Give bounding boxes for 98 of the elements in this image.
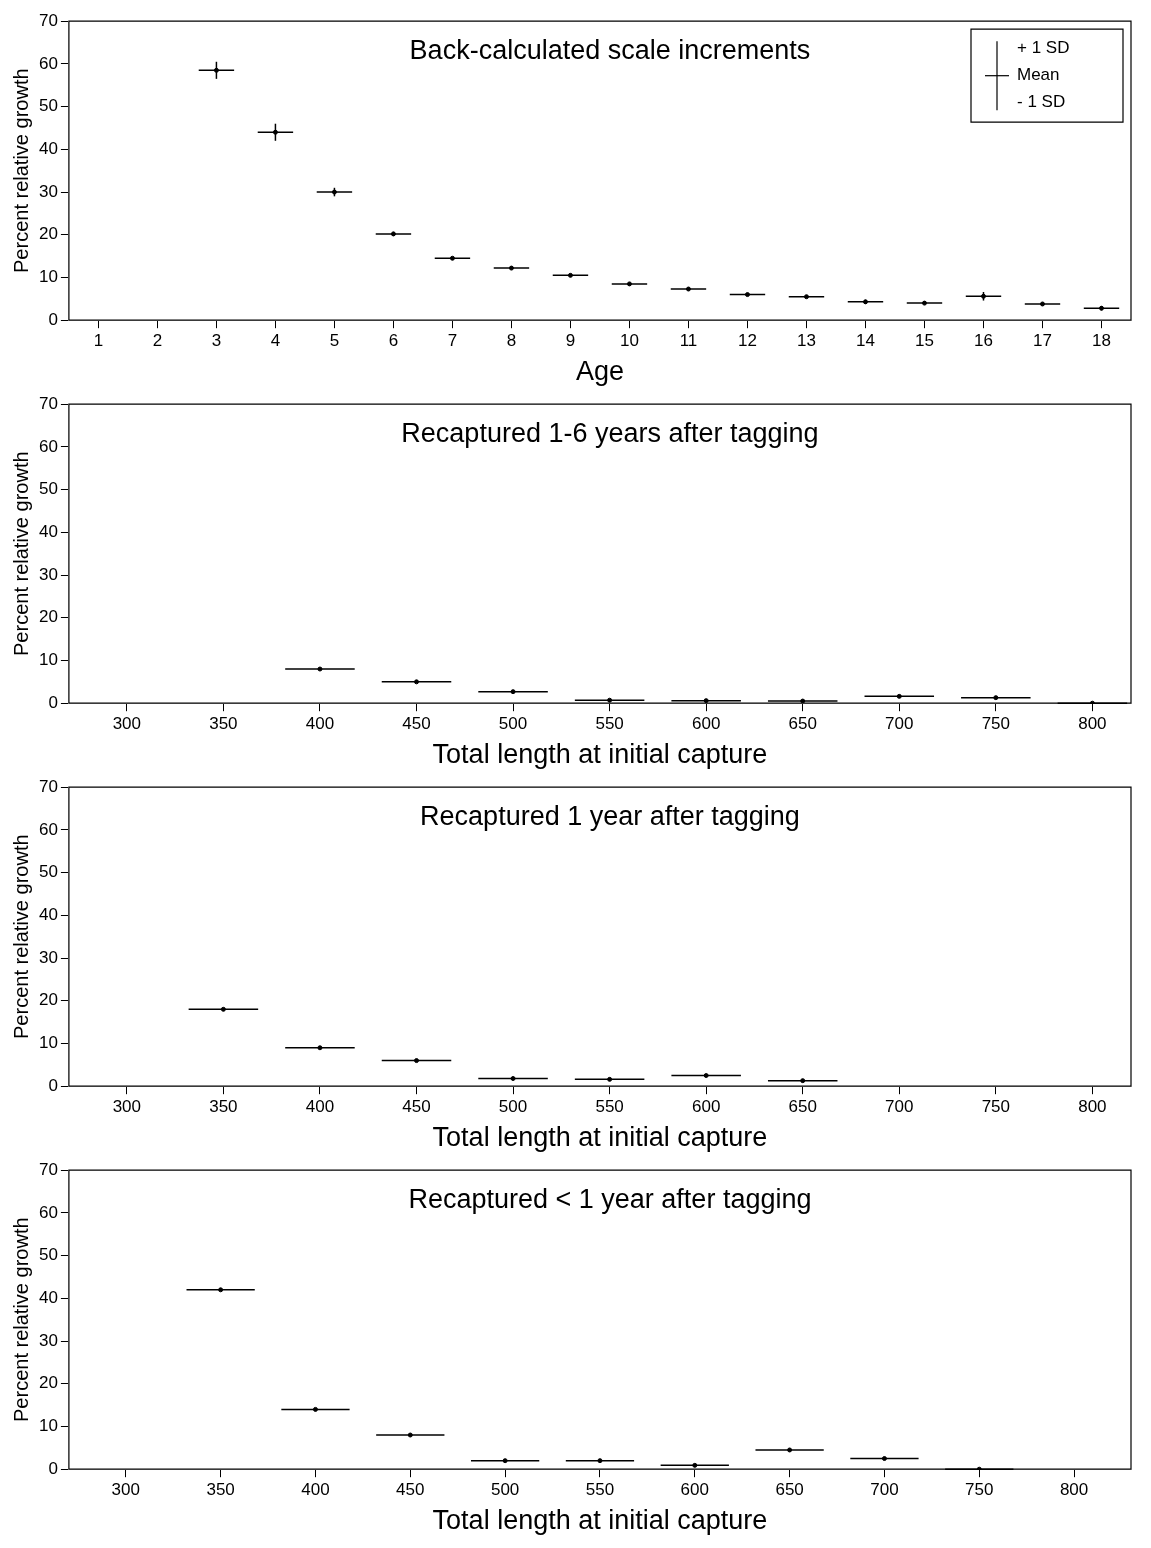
annotation: Mean xyxy=(1017,65,1060,85)
x-tick-label: 5 xyxy=(329,331,340,351)
x-tick-label: 350 xyxy=(206,1480,235,1500)
x-tick-label: 550 xyxy=(595,714,624,734)
y-tick-label: 0 xyxy=(48,1075,58,1095)
x-tick-label: 450 xyxy=(396,1480,425,1500)
y-tick-label: 20 xyxy=(38,607,58,627)
y-tick-label: 30 xyxy=(38,181,58,201)
text: Recaptured 1-6 years after tagging xyxy=(401,417,819,448)
y-tick-label: 70 xyxy=(38,1159,58,1179)
y-tick-label: 60 xyxy=(38,819,58,839)
x-tick-label: 600 xyxy=(680,1480,709,1500)
x-tick-label: 2 xyxy=(152,331,163,351)
text: Recaptured < 1 year after tagging xyxy=(408,1183,812,1214)
x-tick-label: 15 xyxy=(915,331,934,351)
y-axis-title: Percent relative growth xyxy=(9,1217,32,1422)
y-tick-label: 10 xyxy=(38,267,58,287)
x-tick-label: 300 xyxy=(112,714,142,734)
x-tick-label: 13 xyxy=(797,331,816,351)
x-tick-label: 9 xyxy=(565,331,576,351)
x-tick-label: 400 xyxy=(305,1097,335,1117)
y-tick-label: 70 xyxy=(38,393,58,413)
text: Back-calculated scale increments xyxy=(409,34,811,65)
x-tick-label: 550 xyxy=(585,1480,615,1500)
x-tick-label: 12 xyxy=(738,331,757,351)
x-tick-label: 1 xyxy=(93,331,104,351)
y-axis-title: Percent relative growth xyxy=(9,68,32,273)
x-tick-label: 700 xyxy=(885,1097,914,1117)
x-tick-label: 400 xyxy=(301,1480,330,1500)
x-tick-label: 17 xyxy=(1033,331,1052,351)
y-tick-label: 0 xyxy=(48,1458,58,1478)
x-tick-label: 750 xyxy=(981,714,1011,734)
x-tick-label: 14 xyxy=(856,331,875,351)
x-tick-label: 10 xyxy=(620,331,639,351)
y-tick-label: 10 xyxy=(38,650,58,670)
x-tick-label: 700 xyxy=(885,714,914,734)
y-tick-label: 40 xyxy=(38,522,58,542)
x-tick-label: 350 xyxy=(209,1097,238,1117)
x-tick-label: 600 xyxy=(691,1097,721,1117)
y-tick-label: 60 xyxy=(38,436,58,456)
x-tick-label: 800 xyxy=(1078,714,1107,734)
y-tick-label: 60 xyxy=(38,53,58,73)
x-tick-label: 450 xyxy=(402,714,431,734)
x-tick-label: 500 xyxy=(498,714,528,734)
x-axis-title: Total length at initial capture xyxy=(432,1122,768,1153)
x-tick-label: 350 xyxy=(209,714,238,734)
x-tick-label: 400 xyxy=(305,714,335,734)
x-tick-label: 650 xyxy=(788,714,817,734)
y-tick-label: 60 xyxy=(38,1202,58,1222)
x-tick-label: 550 xyxy=(595,1097,624,1117)
y-tick-label: 20 xyxy=(38,990,58,1010)
y-tick-label: 0 xyxy=(48,692,58,712)
y-tick-label: 40 xyxy=(38,905,58,925)
x-tick-label: 750 xyxy=(981,1097,1011,1117)
x-tick-label: 300 xyxy=(112,1097,142,1117)
x-axis-title: Total length at initial capture xyxy=(432,1505,768,1536)
x-tick-label: 6 xyxy=(388,331,399,351)
y-tick-label: 40 xyxy=(38,1288,58,1308)
y-tick-label: 20 xyxy=(38,1373,58,1393)
x-tick-label: 8 xyxy=(506,331,517,351)
y-tick-label: 30 xyxy=(38,947,58,967)
x-tick-label: 450 xyxy=(402,1097,431,1117)
y-tick-label: 30 xyxy=(38,1330,58,1350)
y-tick-label: 50 xyxy=(38,479,58,499)
y-tick-label: 20 xyxy=(38,224,58,244)
x-tick-label: 650 xyxy=(775,1480,804,1500)
y-tick-label: 50 xyxy=(38,96,58,116)
y-tick-label: 40 xyxy=(38,139,58,159)
x-tick-label: 700 xyxy=(870,1480,899,1500)
x-tick-label: 11 xyxy=(679,331,698,351)
x-tick-label: 800 xyxy=(1078,1097,1107,1117)
y-tick-label: 0 xyxy=(48,309,58,329)
y-tick-label: 70 xyxy=(38,776,58,796)
x-tick-label: 7 xyxy=(447,331,458,351)
x-tick-label: 800 xyxy=(1059,1480,1089,1500)
x-tick-label: 650 xyxy=(788,1097,817,1117)
x-tick-label: 600 xyxy=(691,714,721,734)
y-axis-title: Percent relative growth xyxy=(9,834,32,1039)
annotation: - 1 SD xyxy=(1017,92,1066,112)
y-tick-label: 50 xyxy=(38,1245,58,1265)
x-tick-label: 300 xyxy=(111,1480,140,1500)
y-tick-label: 10 xyxy=(38,1033,58,1053)
x-axis-title: Total length at initial capture xyxy=(432,739,768,770)
x-tick-label: 500 xyxy=(498,1097,528,1117)
x-tick-label: 18 xyxy=(1092,331,1111,351)
x-tick-label: 750 xyxy=(965,1480,994,1500)
y-tick-label: 10 xyxy=(38,1416,58,1436)
y-tick-label: 70 xyxy=(38,10,58,30)
x-tick-label: 500 xyxy=(490,1480,520,1500)
annotation: + 1 SD xyxy=(1017,38,1070,58)
y-tick-label: 50 xyxy=(38,862,58,882)
x-tick-label: 3 xyxy=(211,331,222,351)
y-tick-label: 30 xyxy=(38,564,58,584)
x-tick-label: 16 xyxy=(974,331,993,351)
y-axis-title: Percent relative growth xyxy=(9,451,32,656)
text: Recaptured 1 year after tagging xyxy=(420,800,800,831)
x-axis-title: Age xyxy=(575,356,624,387)
x-tick-label: 4 xyxy=(270,331,281,351)
